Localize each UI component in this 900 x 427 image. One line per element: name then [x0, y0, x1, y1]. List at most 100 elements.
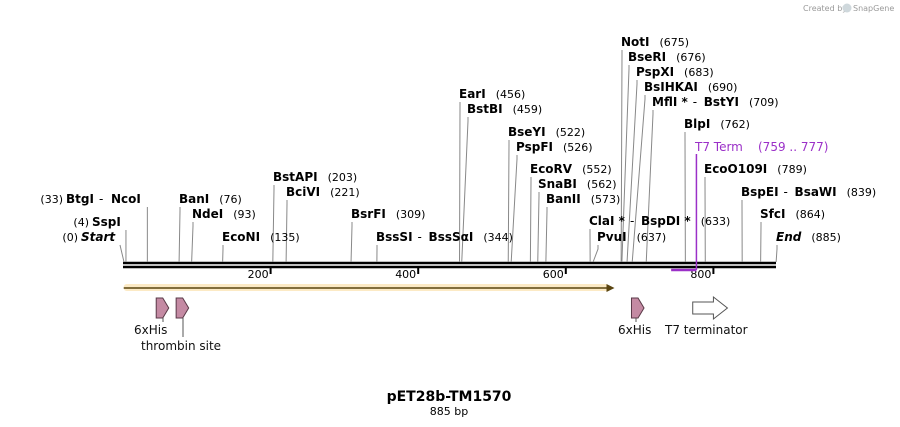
restriction-site[interactable]: BseYI (522) — [507, 125, 585, 263]
restriction-site[interactable]: BsIHKAI (690) — [631, 80, 738, 263]
site-position: (839) — [847, 186, 877, 199]
restriction-site[interactable]: EarI (456) — [459, 87, 526, 263]
site-name: BtgI — [66, 192, 94, 206]
site-position: (93) — [233, 208, 256, 221]
site-position: (552) — [582, 163, 612, 176]
restriction-site[interactable]: SnaBI (562) — [537, 177, 617, 263]
site-leader-line — [645, 110, 654, 263]
restriction-site[interactable]: BseRI (676) — [621, 50, 706, 263]
site-name: MflI * — [652, 95, 688, 109]
site-leader-line — [592, 245, 599, 263]
plasmid-title: pET28b-TM1570 — [387, 389, 512, 405]
site-leader-line — [178, 207, 181, 263]
restriction-site[interactable]: BsrFI (309) — [350, 207, 426, 263]
site-name: BseRI — [628, 50, 666, 64]
feature-arrow — [155, 297, 170, 319]
site-position: (456) — [496, 88, 526, 101]
restriction-site[interactable]: BlpI (762) — [684, 117, 750, 263]
site-leader-line — [285, 200, 288, 263]
site-separator: - — [630, 214, 634, 228]
terminator-arrow — [692, 295, 729, 321]
site-name: BlpI — [684, 117, 710, 131]
feature-label: T7 terminator — [664, 323, 748, 337]
restriction-site[interactable]: EcoNI (135) — [222, 230, 300, 263]
site-leader-line — [775, 245, 778, 263]
site-name: BanII — [546, 192, 581, 206]
restriction-site[interactable]: MflI * - BstYI (709) — [645, 95, 779, 263]
site-position: (309) — [396, 208, 426, 221]
restriction-site[interactable]: EcoO109I (789) — [704, 162, 807, 263]
site-separator: - — [99, 192, 103, 206]
ruler-label: 600 — [543, 268, 564, 281]
restriction-site[interactable]: EcoRV (552) — [529, 162, 612, 263]
restriction-site[interactable]: BspEI - BsaWI (839) — [741, 185, 877, 263]
site-name: NotI — [621, 35, 650, 49]
site-name: EarI — [459, 87, 486, 101]
site-position: (690) — [708, 81, 738, 94]
restriction-site[interactable]: BstAPI (203) — [272, 170, 358, 263]
site-name: EcoO109I — [704, 162, 767, 176]
site-name: End — [776, 230, 802, 244]
site-name-isoschizomer: BspDI * — [641, 214, 691, 228]
feature-arrow — [630, 297, 645, 319]
site-name: BstBI — [467, 102, 503, 116]
primer-name: T7 Term — [694, 140, 743, 154]
site-name: BspEI — [741, 185, 779, 199]
restriction-site[interactable]: SfcI (864) — [760, 207, 825, 263]
site-leader-line — [529, 177, 532, 263]
feature[interactable]: 6xHis — [134, 297, 170, 337]
site-separator: - — [784, 185, 788, 199]
restriction-site[interactable]: BciVI (221) — [285, 185, 360, 263]
site-position: (789) — [777, 163, 807, 176]
site-name: SnaBI — [538, 177, 577, 191]
feature[interactable]: thrombin site — [141, 297, 221, 353]
restriction-site[interactable]: ClaI * - BspDI * (633) — [589, 214, 730, 263]
site-name-isoschizomer: BsaWI — [795, 185, 837, 199]
feature-arrow — [175, 297, 190, 319]
site-position: (676) — [676, 51, 706, 64]
site-name: EcoRV — [530, 162, 573, 176]
site-name: Start — [81, 230, 116, 244]
restriction-site[interactable]: BanI (76) — [178, 192, 242, 263]
site-name: BssSI — [376, 230, 413, 244]
site-position: (675) — [660, 36, 690, 49]
site-position: (203) — [328, 171, 358, 184]
site-position: (573) — [591, 193, 621, 206]
restriction-site[interactable]: BanII (573) — [545, 192, 621, 263]
site-position: (76) — [219, 193, 242, 206]
orf-arrow — [123, 284, 615, 292]
restriction-site[interactable]: (33) BtgI - NcoI — [40, 192, 148, 262]
site-position: (562) — [587, 178, 617, 191]
site-position: (762) — [720, 118, 750, 131]
restriction-site[interactable]: (0) Start — [62, 230, 125, 263]
restriction-site[interactable]: BssSI - BssSαI (344) — [376, 230, 513, 263]
restriction-site[interactable]: NotI (675) — [620, 35, 690, 263]
restriction-site[interactable]: NdeI (93) — [191, 207, 256, 263]
site-name: ClaI * — [589, 214, 626, 228]
feature[interactable]: T7 terminator — [664, 295, 748, 337]
ruler-label: 400 — [395, 268, 416, 281]
restriction-site[interactable]: (4) SspI — [73, 215, 127, 262]
feature[interactable]: 6xHis — [618, 297, 651, 337]
position-ruler: 200 400 600 800 — [248, 268, 715, 281]
site-position: (4) — [73, 216, 89, 229]
restriction-sites: NotI (675)BseRI (676)PspXI (683)BsIHKAI (690… — [40, 35, 877, 263]
feature-track: 6xHis thrombin site 6xHis T7 terminator — [134, 295, 748, 353]
feature-label: 6xHis — [134, 323, 167, 337]
site-name: PspXI — [636, 65, 674, 79]
restriction-site[interactable]: BstBI (459) — [461, 102, 542, 263]
site-leader-line — [545, 207, 548, 263]
credit-brand: SnapGene — [853, 4, 894, 13]
site-name: BsIHKAI — [644, 80, 698, 94]
site-leader-line — [119, 244, 125, 263]
site-name: SfcI — [760, 207, 785, 221]
restriction-site[interactable]: PspXI (683) — [626, 65, 714, 263]
site-leader-line — [272, 185, 275, 263]
restriction-site[interactable]: End (885) — [775, 230, 841, 263]
restriction-site[interactable]: PvuI (637) — [592, 230, 666, 263]
site-leader-line — [620, 50, 623, 263]
snapgene-credit: Created by SnapGene — [803, 3, 894, 13]
restriction-site[interactable]: PspFI (526) — [510, 140, 593, 263]
site-name: PspFI — [516, 140, 553, 154]
site-name: SspI — [92, 215, 121, 229]
